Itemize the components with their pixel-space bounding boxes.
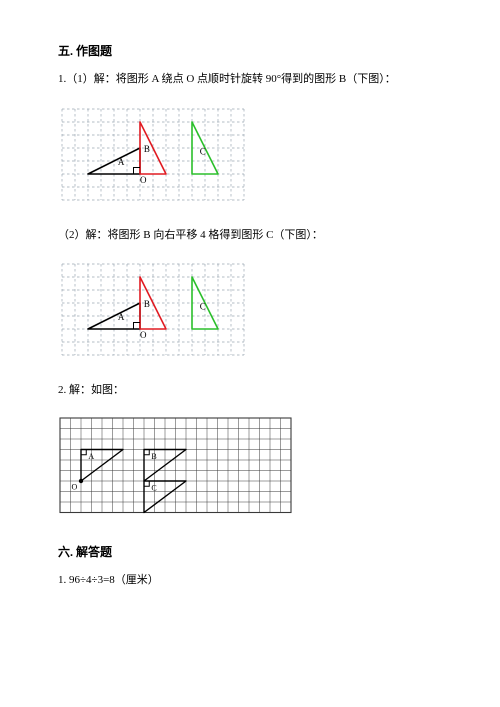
svg-text:A: A bbox=[118, 312, 125, 322]
figure-1: A B C O bbox=[58, 105, 442, 205]
figure-3: A B C O bbox=[58, 416, 442, 521]
svg-text:B: B bbox=[144, 299, 150, 309]
problem-1-part-1: 1.（1）解：将图形 A 绕点 O 点顺时针旋转 90°得到的图形 B（下图）： bbox=[58, 71, 442, 89]
svg-text:A: A bbox=[88, 452, 94, 461]
svg-text:A: A bbox=[118, 156, 125, 166]
section-6-problem-1: 1. 96÷4÷3=8（厘米） bbox=[58, 572, 442, 590]
section-5-title: 五. 作图题 bbox=[58, 42, 442, 59]
svg-text:B: B bbox=[144, 143, 150, 153]
svg-text:O: O bbox=[140, 175, 147, 185]
svg-text:B: B bbox=[151, 452, 156, 461]
section-6-title: 六. 解答题 bbox=[58, 543, 442, 560]
svg-text:O: O bbox=[140, 330, 147, 340]
problem-2: 2. 解：如图： bbox=[58, 382, 442, 400]
svg-text:O: O bbox=[72, 482, 78, 491]
svg-text:C: C bbox=[200, 302, 206, 312]
svg-text:C: C bbox=[200, 146, 206, 156]
problem-1-part-2: （2）解：将图形 B 向右平移 4 格得到图形 C（下图）： bbox=[58, 227, 442, 245]
figure-2: A B C O bbox=[58, 260, 442, 360]
svg-text:C: C bbox=[151, 483, 156, 492]
